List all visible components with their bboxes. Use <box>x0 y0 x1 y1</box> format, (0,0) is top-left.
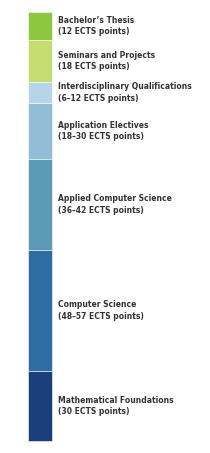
Text: Applied Computer Science
(36–42 ECTS points): Applied Computer Science (36–42 ECTS poi… <box>58 194 172 215</box>
Text: Mathematical Foundations
(30 ECTS points): Mathematical Foundations (30 ECTS points… <box>58 395 174 416</box>
Text: Computer Science
(48–57 ECTS points): Computer Science (48–57 ECTS points) <box>58 300 144 321</box>
Text: Application Electives
(18–30 ECTS points): Application Electives (18–30 ECTS points… <box>58 120 148 141</box>
Text: Interdisciplinary Qualifications
(6–12 ECTS points): Interdisciplinary Qualifications (6–12 E… <box>58 82 192 103</box>
Text: Bachelor’s Thesis
(12 ECTS points): Bachelor’s Thesis (12 ECTS points) <box>58 15 134 36</box>
Text: Seminars and Projects
(18 ECTS points): Seminars and Projects (18 ECTS points) <box>58 51 155 72</box>
